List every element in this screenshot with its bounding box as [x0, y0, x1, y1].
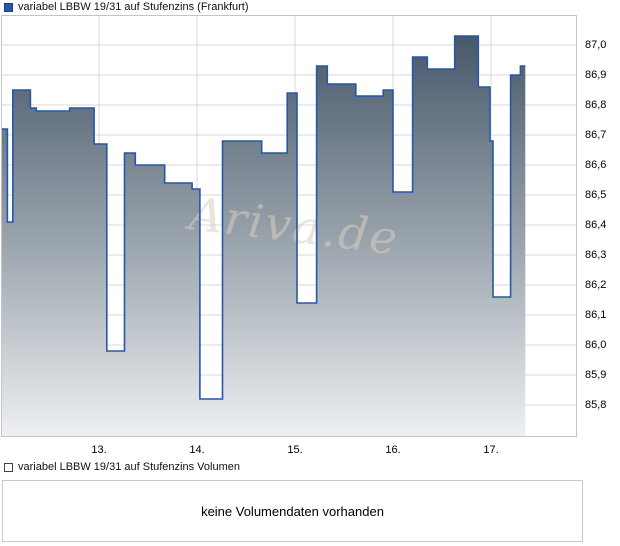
y-tick-label: 86,4	[585, 219, 607, 231]
x-tick-label: 15.	[287, 444, 303, 456]
y-tick-label: 86,9	[585, 69, 607, 81]
y-tick-label: 86,8	[585, 99, 607, 111]
x-tick-label: 17.	[483, 444, 499, 456]
y-tick-label: 86,2	[585, 279, 607, 291]
y-tick-label: 87,0	[585, 39, 607, 51]
y-tick-label: 86,0	[585, 339, 607, 351]
x-tick-label: 14.	[189, 444, 205, 456]
y-tick-label: 85,9	[585, 369, 607, 381]
x-tick-label: 13.	[91, 444, 107, 456]
volume-panel: keine Volumendaten vorhanden	[2, 480, 583, 542]
y-tick-label: 86,1	[585, 309, 607, 321]
price-line-series	[1, 35, 526, 400]
volume-series-marker-icon	[4, 463, 13, 472]
y-tick-label: 86,6	[585, 159, 607, 171]
price-area-series	[1, 36, 526, 437]
y-tick-label: 86,7	[585, 129, 607, 141]
plot-frame	[1, 15, 577, 437]
volume-legend: variabel LBBW 19/31 auf Stufenzins Volum…	[4, 462, 240, 473]
volume-legend-label: variabel LBBW 19/31 auf Stufenzins Volum…	[18, 461, 240, 473]
y-tick-label: 85,8	[585, 399, 607, 411]
x-tick-label: 16.	[385, 444, 401, 456]
y-tick-label: 86,5	[585, 189, 607, 201]
volume-empty-message: keine Volumendaten vorhanden	[201, 503, 384, 519]
price-chart-svg[interactable]: Ariva.de	[1, 15, 577, 437]
price-plot-area[interactable]: Ariva.de	[1, 15, 577, 437]
price-legend-label: variabel LBBW 19/31 auf Stufenzins (Fran…	[18, 1, 249, 13]
price-series-marker-icon	[4, 3, 13, 12]
y-tick-label: 86,3	[585, 249, 607, 261]
price-legend: variabel LBBW 19/31 auf Stufenzins (Fran…	[4, 2, 249, 13]
